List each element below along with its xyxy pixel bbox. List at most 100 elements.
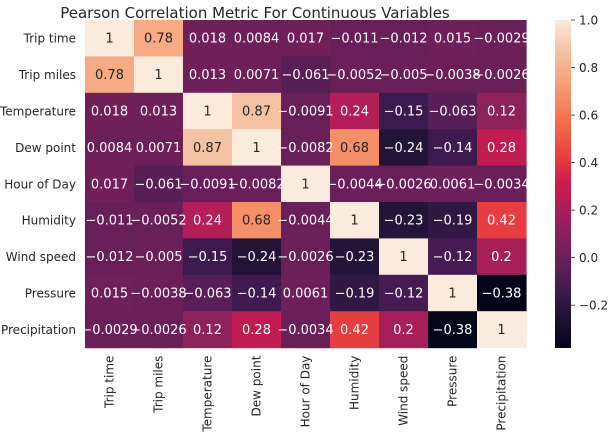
heatmap-cell — [379, 311, 429, 349]
cell-value-label: 0.12 — [193, 323, 222, 338]
cell-value-label: 0.2 — [393, 323, 414, 338]
column-label: Trip miles — [152, 356, 166, 414]
cell-value-label: −0.38 — [482, 287, 522, 302]
cell-value-label: −0.12 — [433, 250, 473, 265]
heatmap-cell — [330, 311, 380, 349]
heatmap-cell — [477, 129, 527, 167]
cell-value-label: 0.87 — [242, 105, 271, 120]
cell-value-label: 0.0061 — [283, 287, 329, 302]
cell-value-label: −0.011 — [85, 214, 133, 229]
cell-value-label: −0.0026 — [375, 177, 431, 192]
cell-value-label: 0.018 — [91, 105, 128, 120]
cell-value-label: −0.061 — [134, 177, 182, 192]
heatmap-cell — [232, 56, 282, 94]
heatmap-cell — [428, 165, 478, 203]
chart-title: Pearson Correlation Metric For Continuou… — [60, 4, 450, 22]
heatmap-cell — [379, 20, 429, 57]
heatmap-cell — [232, 92, 282, 130]
column-labels: Trip time Trip miles Temperature Dew point H… — [103, 355, 509, 432]
row-label: Trip miles — [18, 68, 76, 82]
cell-annotations: 1 0.78 0.018 0.0084 0.017 −0.011 −0.012 0.015 −0… — [81, 32, 529, 338]
cell-value-label: −0.0038 — [130, 287, 186, 302]
cell-value-label: 0.24 — [340, 105, 369, 120]
cell-value-label: 1 — [301, 177, 309, 192]
heatmap-cell — [379, 165, 429, 203]
heatmap-cell — [183, 92, 233, 130]
cell-value-label: −0.0034 — [473, 177, 529, 192]
colorbar-tick-label: 0.6 — [579, 109, 598, 123]
heatmap-cell — [134, 129, 184, 167]
cell-value-label: 1 — [105, 32, 113, 47]
cell-value-label: −0.14 — [433, 141, 473, 156]
heatmap-cell — [85, 20, 135, 57]
heatmap-cell — [134, 202, 184, 239]
colorbar-tick-label: 0.2 — [579, 204, 598, 218]
cell-value-label: −0.12 — [384, 287, 424, 302]
heatmap-cell — [183, 311, 233, 349]
heatmap-cell — [134, 20, 184, 57]
cell-value-label: −0.0044 — [326, 177, 382, 192]
colorbar-tick-label: 0.8 — [579, 61, 598, 75]
row-label: Dew point — [15, 141, 76, 155]
heatmap-cell — [85, 56, 135, 94]
cell-value-label: 0.015 — [434, 32, 471, 47]
heatmap-cell — [281, 274, 331, 312]
cell-value-label: −0.0082 — [277, 141, 333, 156]
heatmap-cell — [281, 20, 331, 57]
cell-value-label: −0.15 — [384, 105, 424, 120]
heatmap-cell — [134, 311, 184, 349]
cell-value-label: 0.017 — [287, 32, 324, 47]
cell-value-label: −0.0052 — [130, 214, 186, 229]
cell-value-label: −0.24 — [237, 250, 277, 265]
heatmap-cell — [85, 92, 135, 130]
row-label: Trip time — [23, 32, 76, 46]
cell-value-label: 1 — [203, 105, 211, 120]
cell-value-label: −0.0044 — [277, 214, 333, 229]
heatmap-cell — [85, 165, 135, 203]
column-label: Hour of Day — [299, 356, 313, 428]
heatmap-cell — [85, 238, 135, 276]
cell-value-label: 1 — [154, 68, 162, 83]
colorbar-ticks: −0.2 0.0 0.2 0.4 0.6 0.8 1.0 — [571, 14, 608, 313]
heatmap-cell — [85, 311, 135, 349]
heatmap-cell — [281, 311, 331, 349]
cell-value-label: 0.0071 — [234, 68, 280, 83]
cell-value-label: −0.14 — [237, 287, 277, 302]
heatmap-cell — [330, 238, 380, 276]
heatmap-cell — [477, 311, 527, 349]
heatmap-cell — [379, 274, 429, 312]
colorbar-tick-label: 0.4 — [579, 156, 598, 170]
cell-value-label: 0.013 — [189, 68, 226, 83]
cell-value-label: 0.78 — [144, 32, 173, 47]
cell-value-label: −0.0026 — [277, 250, 333, 265]
row-label: Humidity — [22, 214, 76, 228]
cell-value-label: −0.0091 — [277, 105, 333, 120]
heatmap-cell — [428, 238, 478, 276]
heatmap-cell — [428, 274, 478, 312]
cell-value-label: 0.28 — [242, 323, 271, 338]
cell-value-label: 1 — [252, 141, 260, 156]
cell-value-label: 0.0084 — [234, 32, 280, 47]
heatmap-cell — [428, 56, 478, 94]
cell-value-label: −0.0026 — [130, 323, 186, 338]
heatmap-cell — [477, 274, 527, 312]
cell-value-label: −0.19 — [433, 214, 473, 229]
heatmap-cell — [330, 92, 380, 130]
heatmap-cell — [183, 129, 233, 167]
cell-value-label: 0.68 — [340, 141, 369, 156]
cell-value-label: 1 — [399, 250, 407, 265]
heatmap-cell — [477, 20, 527, 57]
heatmap-cell — [232, 165, 282, 203]
row-label: Temperature — [0, 105, 76, 119]
cell-value-label: −0.012 — [85, 250, 133, 265]
heatmap-cell — [183, 20, 233, 57]
heatmap-cell — [134, 92, 184, 130]
heatmap-cell — [85, 274, 135, 312]
heatmap-cell — [232, 129, 282, 167]
heatmap-cell — [183, 165, 233, 203]
cell-value-label: −0.15 — [188, 250, 228, 265]
cell-value-label: 1 — [350, 214, 358, 229]
row-label: Pressure — [25, 287, 76, 301]
heatmap-cell — [428, 92, 478, 130]
